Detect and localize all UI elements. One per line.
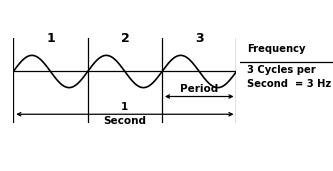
Text: 1: 1 (46, 32, 55, 45)
Text: Frequency: Frequency (247, 44, 306, 54)
Text: Second: Second (103, 116, 147, 126)
Text: Period: Period (180, 84, 218, 94)
Text: 3 Cycles per
Second  = 3 Hz: 3 Cycles per Second = 3 Hz (247, 65, 331, 89)
Text: 3: 3 (195, 32, 203, 45)
Text: 1: 1 (121, 102, 129, 112)
Text: 2: 2 (121, 32, 129, 45)
